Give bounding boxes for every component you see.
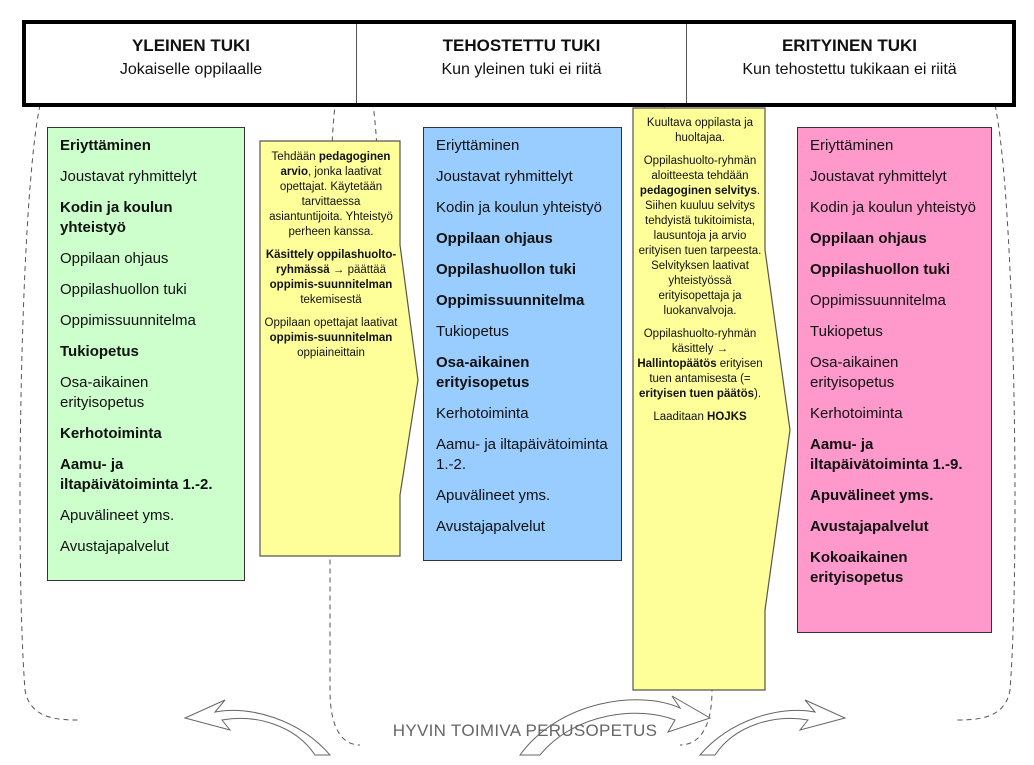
support-item: Oppimissuunnitelma: [60, 312, 196, 329]
text-segment: Kuultava oppilasta ja huoltajaa.: [646, 117, 754, 144]
support-item: Kokoaikainen erityisopetus: [810, 549, 908, 586]
transition-paragraph: Oppilashuolto-ryhmän aloitteesta tehdään…: [636, 154, 764, 319]
header-title: TEHOSTETTU TUKI: [442, 36, 601, 55]
support-item: Aamu- ja iltapäivätoiminta 1.-2.: [60, 456, 213, 493]
text-segment: Oppilashuolto-ryhmän käsittely →: [643, 328, 757, 355]
text-segment: pedagoginen selvitys: [639, 185, 757, 197]
transition-paragraph: Laaditaan HOJKS: [636, 410, 764, 425]
text-segment: . Siihen kuuluu selvitys tehdyistä tukit…: [638, 185, 762, 317]
transition-paragraph: Kuultava oppilasta ja huoltajaa.: [636, 116, 764, 146]
support-item: Osa-aikainen erityisopetus: [810, 354, 899, 391]
dashed-ellipse-general: [19, 104, 81, 721]
support-levels-header: YLEINEN TUKI Jokaiselle oppilaalle TEHOS…: [22, 20, 1016, 107]
header-subtitle: Kun yleinen tuki ei riitä: [441, 61, 602, 78]
header-special-support: ERITYINEN TUKI Kun tehostettu tukikaan e…: [686, 24, 1012, 103]
support-item: Aamu- ja iltapäivätoiminta 1.-9.: [810, 436, 963, 473]
header-intensified-support: TEHOSTETTU TUKI Kun yleinen tuki ei riit…: [356, 24, 686, 103]
text-segment: pedagoginen arvio: [280, 151, 391, 178]
general-support-box: Eriyttäminen Joustavat ryhmittelyt Kodin j…: [47, 127, 245, 581]
dashed-ellipse-special-right: [954, 104, 1016, 721]
support-item: Osa-aikainen erityisopetus: [60, 374, 149, 411]
transition-arrow-2: [632, 107, 791, 691]
text-segment: oppimis-suunnitelman: [269, 279, 393, 291]
support-item: Joustavat ryhmittelyt: [810, 168, 947, 185]
header-title: ERITYINEN TUKI: [781, 36, 918, 55]
support-item: Eriyttäminen: [810, 137, 894, 154]
support-item: Kerhotoiminta: [436, 405, 529, 422]
support-item: Apuvälineet yms.: [810, 487, 934, 504]
special-support-box: Eriyttäminen Joustavat ryhmittelyt Kodin j…: [797, 127, 992, 633]
support-item: Eriyttäminen: [436, 137, 520, 154]
text-segment: oppimis-suunnitelman: [269, 332, 393, 344]
support-item: Kodin ja koulun yhteistyö: [436, 199, 602, 216]
transition-1-text: Tehdään pedagoginen arvio, jonka laativa…: [264, 150, 398, 369]
text-segment: oppiaineittain: [297, 347, 365, 359]
cycle-arrow-right: [698, 699, 847, 756]
text-segment: HOJKS: [707, 411, 747, 423]
support-item: Apuvälineet yms.: [60, 507, 175, 524]
transition-paragraph: Oppilashuolto-ryhmän käsittely → Hallint…: [636, 327, 764, 402]
support-item: Kodin ja koulun yhteistyö: [60, 199, 173, 236]
text-segment: Oppilashuolto-ryhmän aloitteesta tehdään: [643, 155, 757, 182]
support-item: Osa-aikainen erityisopetus: [436, 354, 530, 391]
text-segment: Oppilaan opettajat laativat: [264, 317, 398, 329]
support-item: Tukiopetus: [810, 323, 883, 340]
support-item: Oppilashuollon tuki: [60, 281, 187, 298]
support-item: Tukiopetus: [60, 343, 139, 360]
text-segment: Käsittely oppilashuolto-ryhmässä →: [265, 249, 397, 276]
text-segment: tekemisestä: [300, 294, 362, 306]
text-segment: Tehdään: [271, 151, 319, 163]
support-item: Tukiopetus: [436, 323, 509, 340]
support-item: Aamu- ja iltapäivätoiminta 1.-2.: [436, 436, 608, 473]
support-item: Oppilaan ohjaus: [810, 230, 927, 247]
support-item: Kerhotoiminta: [60, 425, 162, 442]
transition-paragraph: Tehdään pedagoginen arvio, jonka laativa…: [264, 150, 398, 240]
support-item: Oppimissuunnitelma: [436, 292, 585, 309]
intensified-support-box: Eriyttäminen Joustavat ryhmittelyt Kodin j…: [423, 127, 622, 561]
text-segment: Hallintopäätös: [637, 358, 717, 370]
header-title: YLEINEN TUKI: [131, 36, 251, 55]
support-item: Kerhotoiminta: [810, 405, 903, 422]
support-item: Avustajapalvelut: [436, 518, 545, 535]
support-item: Oppilaan ohjaus: [60, 250, 169, 267]
footer-label: HYVIN TOIMIVA PERUSOPETUS: [392, 721, 658, 740]
support-item: Apuvälineet yms.: [436, 487, 551, 504]
transition-paragraph: Oppilaan opettajat laativat oppimis-suun…: [264, 316, 398, 361]
support-item: Avustajapalvelut: [810, 518, 929, 535]
cycle-arrow-left: [183, 699, 332, 756]
support-item: Eriyttäminen: [60, 137, 151, 154]
transition-2-text: Kuultava oppilasta ja huoltajaa. Oppilash…: [636, 116, 764, 433]
text-segment: erityisen tuen antamisesta (=: [649, 358, 763, 385]
text-segment: erityisen tuen päätös: [638, 388, 754, 400]
support-item: Oppimissuunnitelma: [810, 292, 946, 309]
transition-paragraph: Käsittely oppilashuolto-ryhmässä → päätt…: [264, 248, 398, 308]
header-general-support: YLEINEN TUKI Jokaiselle oppilaalle: [26, 24, 356, 103]
transition-arrow-1: [259, 140, 419, 557]
support-item: Oppilashuollon tuki: [436, 261, 576, 278]
header-subtitle: Jokaiselle oppilaalle: [119, 61, 263, 78]
support-item: Joustavat ryhmittelyt: [436, 168, 573, 185]
support-item: Kodin ja koulun yhteistyö: [810, 199, 976, 216]
text-segment: , jonka laativat opettajat. Käytetään ta…: [269, 166, 393, 238]
text-segment: ).: [754, 388, 762, 400]
support-item: Oppilashuollon tuki: [810, 261, 950, 278]
header-subtitle: Kun tehostettu tukikaan ei riitä: [742, 61, 957, 78]
text-segment: Laaditaan: [653, 411, 708, 423]
support-item: Avustajapalvelut: [60, 538, 169, 555]
cycle-arrow-middle: [519, 695, 712, 756]
support-item: Joustavat ryhmittelyt: [60, 168, 197, 185]
text-segment: päättää: [344, 264, 386, 276]
support-item: Oppilaan ohjaus: [436, 230, 553, 247]
